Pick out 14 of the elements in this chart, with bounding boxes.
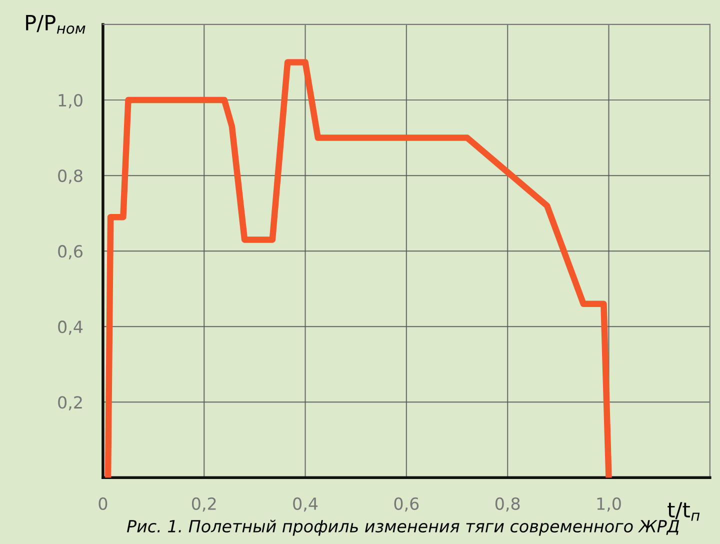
x-tick-label: 0,4 xyxy=(293,497,318,512)
y-axis-title: P/P$_{ном}$ xyxy=(26,15,86,34)
x-tick-label: 0,6 xyxy=(394,497,419,512)
x-tick-label: 0,8 xyxy=(495,497,520,512)
y-tick-label: 0,4 xyxy=(58,320,83,335)
x-tick-label: 0,2 xyxy=(192,497,216,512)
y-tick-label: 0,6 xyxy=(58,245,82,260)
y-tick-label: 1,0 xyxy=(58,94,82,108)
y-tick-label: 0,2 xyxy=(58,396,82,410)
x-tick-label: 0 xyxy=(98,497,108,510)
x-tick-label: 1,0 xyxy=(597,497,621,512)
y-tick-label: 0,8 xyxy=(58,169,82,184)
text: Рис. 1. Полетный профиль изменения тяги современного ЖРД xyxy=(126,520,680,536)
x-axis-title: t/t$_{п}$ xyxy=(668,502,700,521)
